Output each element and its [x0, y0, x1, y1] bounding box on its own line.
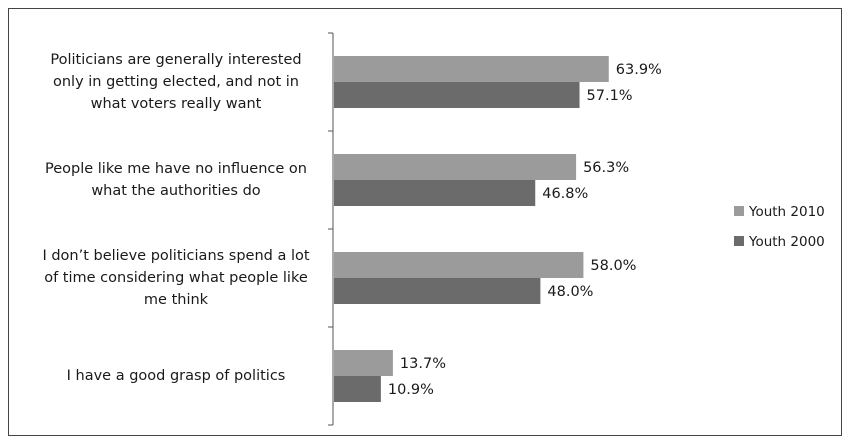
bar-youth-2010: [334, 252, 584, 278]
legend-swatch: [734, 236, 744, 246]
category-label-line: what voters really want: [91, 96, 262, 112]
legend-label: Youth 2010: [748, 204, 825, 220]
category-label: Politicians are generally interested only…: [50, 52, 301, 112]
bar-youth-2000: [334, 82, 580, 108]
bar-youth-2000: [334, 278, 541, 304]
category-label: People like me have no influence on what …: [45, 161, 307, 199]
bar-youth-2000: [334, 180, 536, 206]
data-label: 58.0%: [590, 258, 636, 274]
category-label-line: only in getting elected, and not in: [53, 74, 299, 90]
data-label: 57.1%: [587, 88, 633, 104]
legend: Youth 2010 Youth 2000: [734, 204, 825, 250]
bar-youth-2010: [334, 56, 609, 82]
category-label: I don’t believe politicians spend a lot o…: [42, 248, 309, 308]
data-label: 13.7%: [400, 356, 446, 372]
category-label-line: I have a good grasp of politics: [67, 368, 286, 384]
labels-layer: Politicians are generally interested only…: [42, 52, 661, 398]
bar-youth-2010: [334, 154, 577, 180]
category-label-line: I don’t believe politicians spend a lot: [42, 248, 309, 264]
category-label-line: me think: [144, 292, 209, 308]
data-label: 46.8%: [542, 186, 588, 202]
category-label-line: what the authorities do: [91, 183, 260, 199]
bar-youth-2010: [334, 350, 393, 376]
bar-youth-2000: [334, 376, 381, 402]
data-label: 10.9%: [388, 382, 434, 398]
legend-label: Youth 2000: [748, 234, 825, 250]
category-label-line: People like me have no influence on: [45, 161, 307, 177]
axis-layer: [328, 32, 334, 426]
bars-layer: [334, 56, 609, 402]
category-label-line: of time considering what people like: [44, 270, 308, 286]
legend-swatch: [734, 206, 744, 216]
category-label: I have a good grasp of politics: [67, 368, 286, 384]
data-label: 48.0%: [547, 284, 593, 300]
data-label: 56.3%: [583, 160, 629, 176]
data-label: 63.9%: [616, 62, 662, 78]
category-label-line: Politicians are generally interested: [50, 52, 301, 68]
